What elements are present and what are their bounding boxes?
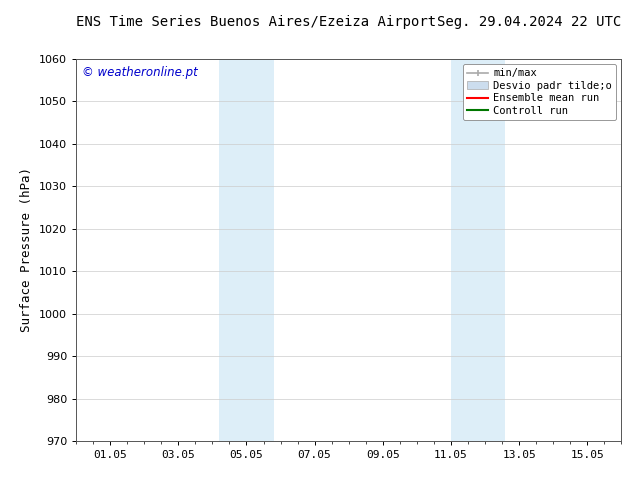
Legend: min/max, Desvio padr tilde;o, Ensemble mean run, Controll run: min/max, Desvio padr tilde;o, Ensemble m…	[463, 64, 616, 120]
Bar	[451, 59, 505, 441]
Text: Seg. 29.04.2024 22 UTC: Seg. 29.04.2024 22 UTC	[437, 15, 621, 29]
Text: © weatheronline.pt: © weatheronline.pt	[82, 67, 197, 79]
Text: ENS Time Series Buenos Aires/Ezeiza Airport: ENS Time Series Buenos Aires/Ezeiza Airp…	[76, 15, 436, 29]
Y-axis label: Surface Pressure (hPa): Surface Pressure (hPa)	[20, 168, 34, 332]
Bar	[219, 59, 274, 441]
